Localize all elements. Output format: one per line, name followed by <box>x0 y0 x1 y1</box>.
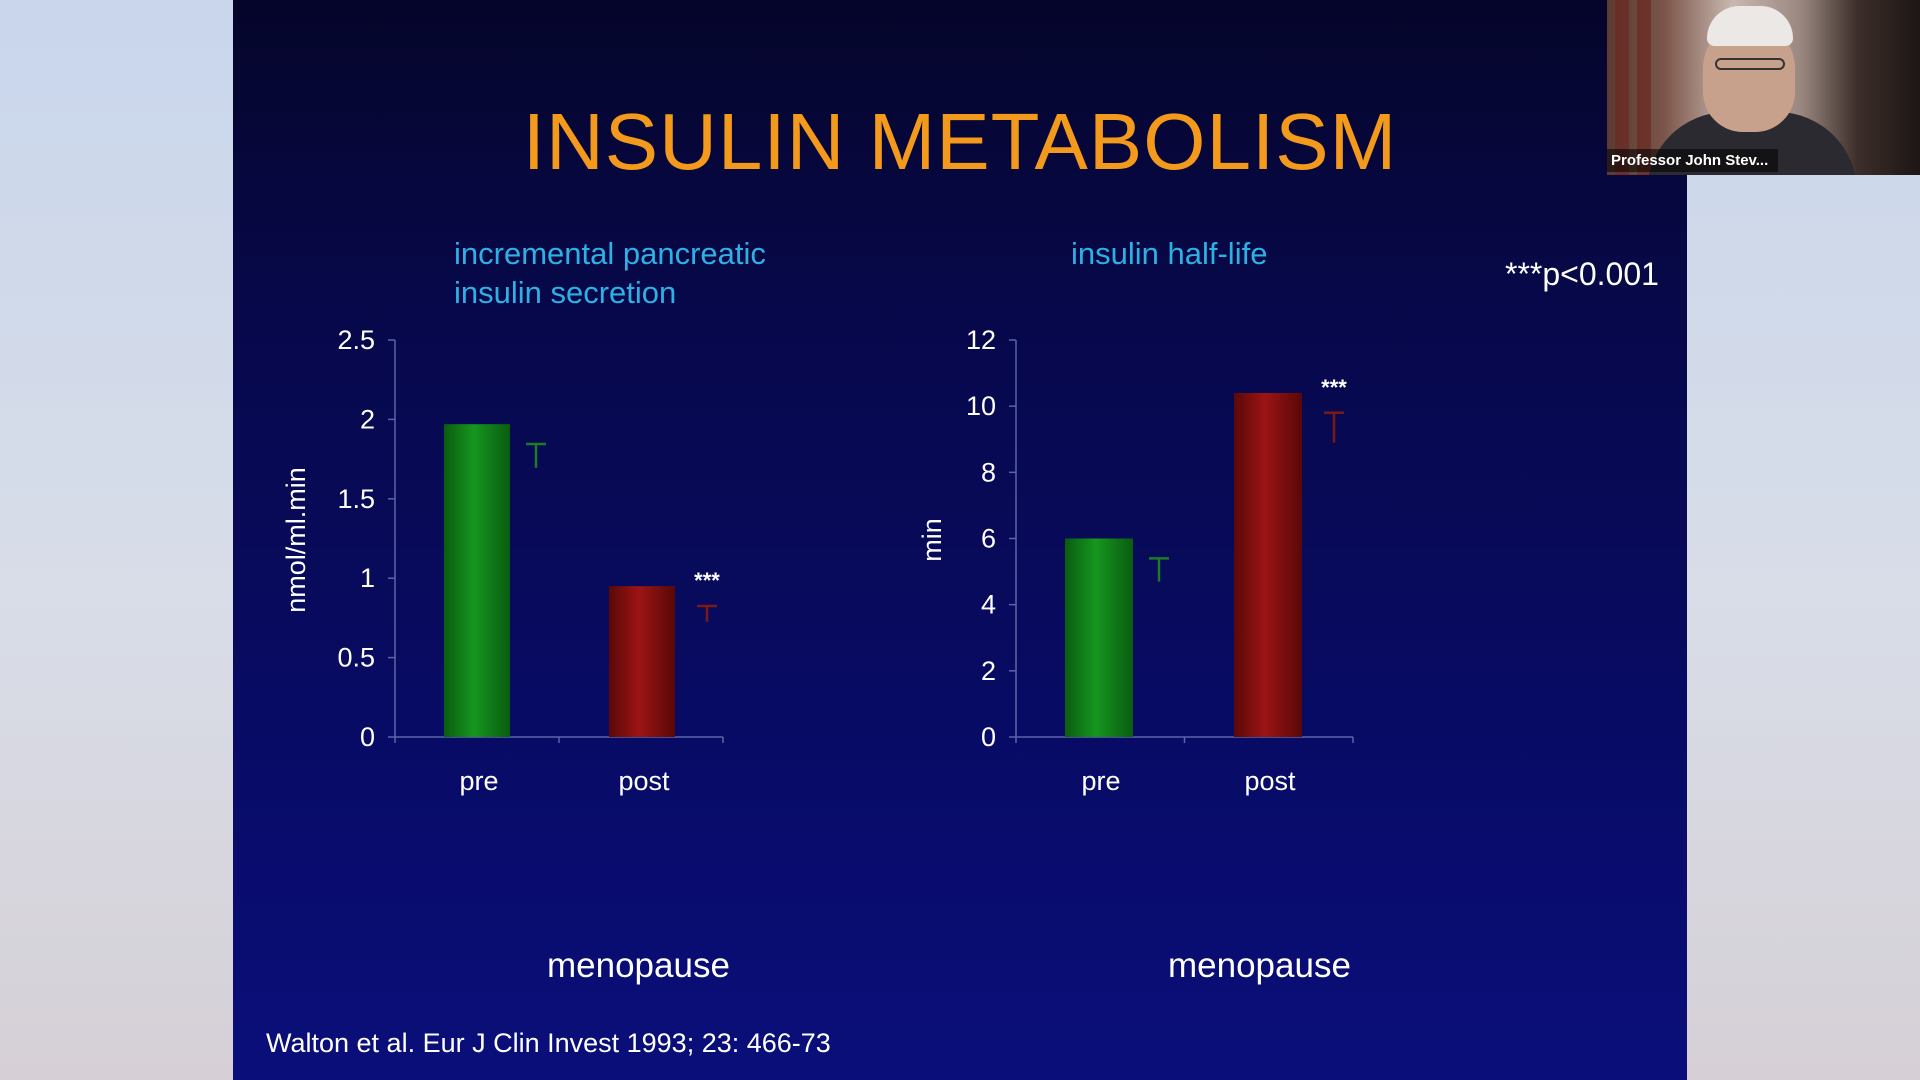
citation: Walton et al. Eur J Clin Invest 1993; 23… <box>266 1028 831 1058</box>
left-y-tick-label: 1 <box>360 563 375 593</box>
chart-right-title: insulin half-life <box>1071 234 1267 273</box>
significance-note: ***p<0.001 <box>1505 256 1659 292</box>
left-bar-pre <box>444 424 510 737</box>
right-y-tick-label: 10 <box>966 391 996 421</box>
webcam-video-tile[interactable]: Professor John Stev... <box>1607 0 1920 175</box>
webcam-person-glasses <box>1715 58 1785 70</box>
left-y-tick-label: 2 <box>360 404 375 434</box>
slide-title: INSULIN METABOLISM <box>522 97 1398 186</box>
right-category-label-pre: pre <box>1081 766 1120 796</box>
right-significance-post: *** <box>1321 375 1347 400</box>
presentation-slide: INSULIN METABOLISM incremental pancreati… <box>233 0 1687 1080</box>
chart-left-xlabel: menopause <box>547 946 730 985</box>
left-y-axis-label: nmol/ml.min <box>281 467 311 613</box>
left-category-label-post: post <box>618 766 670 796</box>
left-bar-post <box>609 586 675 737</box>
right-y-tick-label: 0 <box>981 722 996 752</box>
left-y-tick-label: 0 <box>360 722 375 752</box>
left-y-tick-label: 2.5 <box>337 325 375 355</box>
left-category-label-pre: pre <box>459 766 498 796</box>
chart-left-title-line1: incremental pancreatic <box>454 236 766 271</box>
chart-left-title-line2: insulin secretion <box>454 275 677 310</box>
charts-canvas: 0 0.5 1 1.5 2 2.5 nmol/ml.min pre *** post 0 2 4 6 8 10… <box>281 325 1354 796</box>
chart-right-xlabel: menopause <box>1168 946 1351 985</box>
left-y-tick-label: 0.5 <box>337 643 375 673</box>
right-y-tick-label: 4 <box>981 590 996 620</box>
chart-right-title-line1: insulin half-life <box>1071 236 1268 271</box>
right-category-label-post: post <box>1244 766 1296 796</box>
left-y-tick-label: 1.5 <box>337 484 375 514</box>
right-bar-post <box>1234 392 1302 737</box>
right-y-tick-label: 8 <box>981 457 996 487</box>
right-y-tick-label: 12 <box>966 325 996 355</box>
right-y-tick-label: 2 <box>981 656 996 686</box>
right-bar-pre <box>1065 538 1133 737</box>
webcam-curtain <box>1615 0 1629 175</box>
webcam-curtain <box>1637 0 1651 175</box>
webcam-person-hair <box>1707 6 1793 46</box>
right-y-tick-label: 6 <box>981 524 996 554</box>
chart-left-title: incremental pancreatic insulin secretion <box>454 234 766 312</box>
webcam-name-label: Professor John Stev... <box>1607 149 1779 172</box>
left-significance-post: *** <box>694 568 720 593</box>
right-y-axis-label: min <box>917 518 947 562</box>
